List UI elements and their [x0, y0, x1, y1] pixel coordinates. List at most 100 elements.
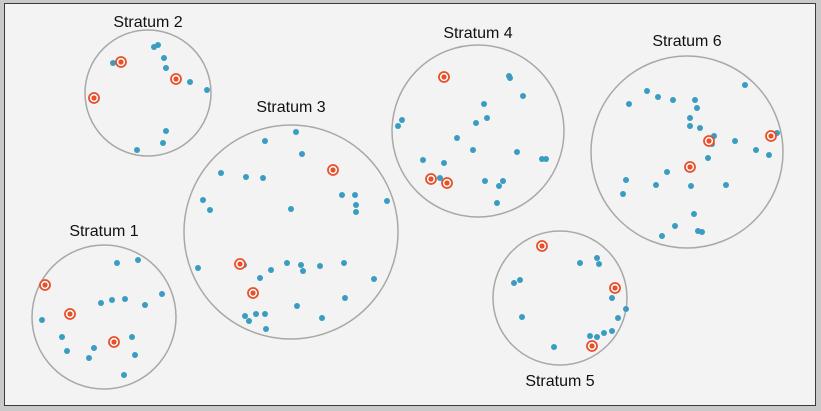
sampled-point-core: [67, 311, 73, 317]
population-point: [339, 192, 345, 198]
population-point: [242, 313, 248, 319]
population-point: [520, 93, 526, 99]
sampled-point-core: [706, 138, 712, 144]
population-point: [86, 355, 92, 361]
population-point: [39, 317, 45, 323]
sampled-point: [684, 161, 696, 173]
population-point: [623, 177, 629, 183]
stratum-2-label: Stratum 2: [113, 14, 182, 31]
sampled-point: [703, 135, 715, 147]
population-point: [371, 276, 377, 282]
sampled-point: [327, 164, 339, 176]
population-point: [109, 297, 115, 303]
population-point: [601, 330, 607, 336]
population-point: [121, 372, 127, 378]
stratum-1-boundary: [31, 244, 177, 390]
stratum-5-label: Stratum 5: [525, 373, 594, 390]
population-point: [511, 280, 517, 286]
population-point: [691, 211, 697, 217]
stratum-1: [31, 244, 177, 390]
stratum-3-boundary: [183, 124, 399, 340]
population-point: [577, 260, 583, 266]
diagram-panel: [4, 3, 816, 406]
population-point: [688, 183, 694, 189]
population-point: [342, 295, 348, 301]
population-point: [195, 265, 201, 271]
population-point: [670, 97, 676, 103]
sampled-point: [425, 173, 437, 185]
population-point: [293, 129, 299, 135]
stratum-5-boundary: [492, 230, 628, 366]
sampled-point-core: [250, 290, 256, 296]
sampled-point-core: [441, 74, 447, 80]
population-point: [135, 257, 141, 263]
sampled-point-core: [111, 339, 117, 345]
population-point: [98, 300, 104, 306]
population-point: [517, 277, 523, 283]
sampled-point: [115, 56, 127, 68]
population-point: [473, 120, 479, 126]
population-point: [723, 182, 729, 188]
population-point: [284, 260, 290, 266]
stratum-6: [590, 55, 784, 249]
population-point: [687, 123, 693, 129]
population-point: [288, 206, 294, 212]
population-point: [484, 115, 490, 121]
population-point: [470, 147, 476, 153]
population-point: [161, 55, 167, 61]
population-point: [200, 197, 206, 203]
population-point: [766, 152, 772, 158]
population-point: [218, 170, 224, 176]
population-point: [672, 223, 678, 229]
population-point: [732, 138, 738, 144]
population-point: [454, 135, 460, 141]
sampled-point: [586, 340, 598, 352]
population-point: [91, 345, 97, 351]
sampled-point: [234, 258, 246, 270]
population-point: [644, 88, 650, 94]
population-point: [482, 178, 488, 184]
population-point: [384, 198, 390, 204]
population-point: [687, 115, 693, 121]
population-point: [260, 175, 266, 181]
population-point: [114, 260, 120, 266]
stratum-6-label: Stratum 6: [652, 33, 721, 50]
population-point: [742, 82, 748, 88]
population-point: [298, 262, 304, 268]
population-point: [543, 156, 549, 162]
population-point: [246, 318, 252, 324]
population-point: [160, 140, 166, 146]
population-point: [623, 306, 629, 312]
sampled-point-core: [91, 95, 97, 101]
population-point: [263, 326, 269, 332]
stratum-6-boundary: [590, 55, 784, 249]
population-point: [395, 123, 401, 129]
stratum-2-boundary: [84, 29, 212, 157]
stratum-4: [391, 44, 565, 218]
population-point: [262, 138, 268, 144]
population-point: [134, 147, 140, 153]
population-point: [596, 261, 602, 267]
sampled-point: [438, 71, 450, 83]
sampled-point: [247, 287, 259, 299]
population-point: [262, 311, 268, 317]
population-point: [481, 101, 487, 107]
sampled-point: [536, 240, 548, 252]
population-point: [494, 200, 500, 206]
population-point: [299, 151, 305, 157]
population-point: [653, 182, 659, 188]
population-point: [699, 229, 705, 235]
stratum-4-label: Stratum 4: [443, 25, 512, 42]
population-point: [204, 87, 210, 93]
sampled-point-core: [444, 180, 450, 186]
population-point: [59, 334, 65, 340]
population-point: [507, 75, 513, 81]
sampled-point-core: [237, 261, 243, 267]
sampled-point-core: [118, 59, 124, 65]
population-point: [294, 303, 300, 309]
population-point: [399, 117, 405, 123]
population-point: [207, 207, 213, 213]
population-point: [519, 314, 525, 320]
stratum-1-label: Stratum 1: [69, 223, 138, 240]
